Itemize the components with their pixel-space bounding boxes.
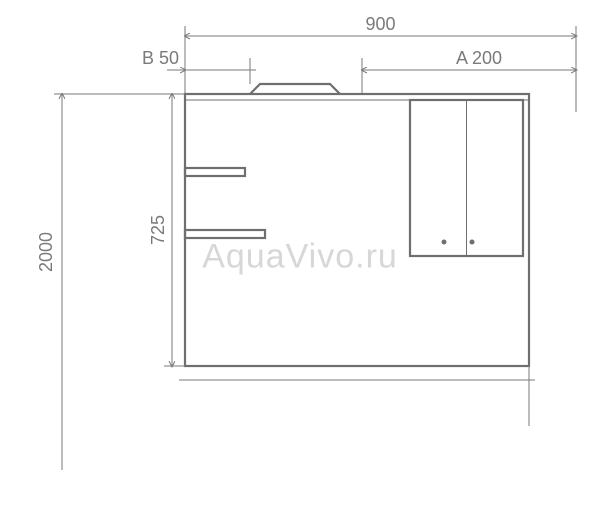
knob-2: [470, 240, 475, 245]
knob-1: [442, 240, 447, 245]
dim-height-total: 2000: [36, 232, 56, 272]
dim-overall-width: 900: [365, 14, 395, 34]
top-notch: [250, 84, 340, 94]
dim-b: B 50: [142, 48, 179, 68]
dim-a: A 200: [456, 48, 502, 68]
dim-height-inner: 725: [148, 215, 168, 245]
shelf-1: [185, 168, 245, 176]
shelf-2: [185, 230, 265, 238]
